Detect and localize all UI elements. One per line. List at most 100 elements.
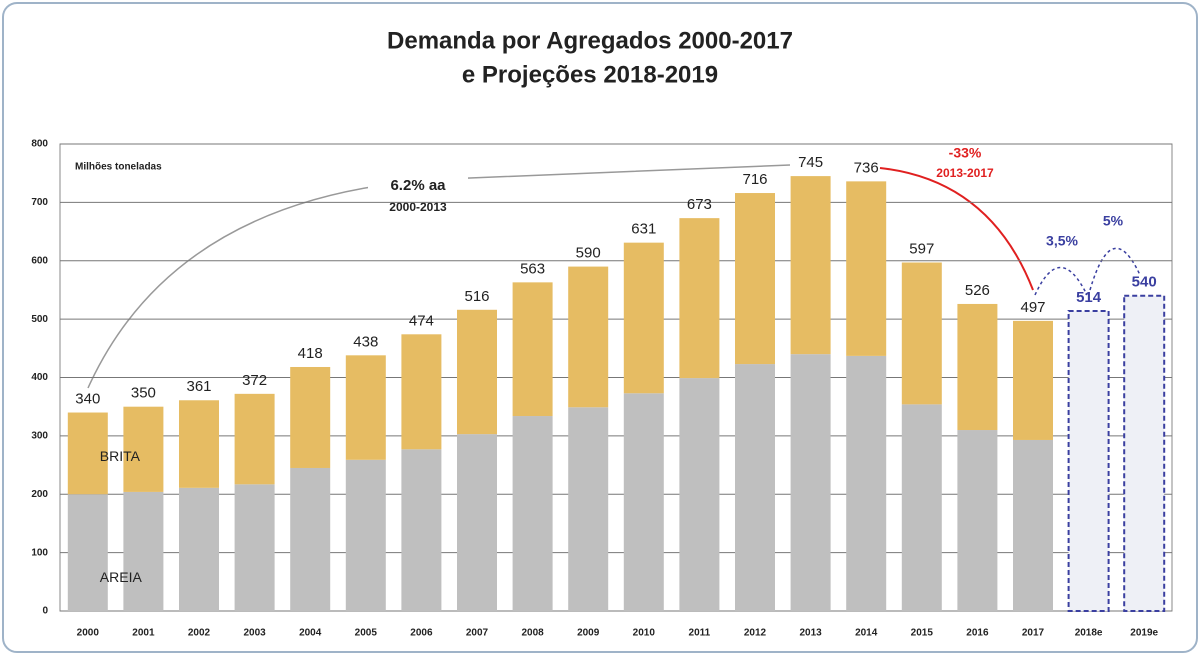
x-tick-label: 2002 xyxy=(188,628,211,639)
x-tick-label: 2017 xyxy=(1022,628,1045,639)
bar-segment xyxy=(679,378,720,611)
bar-segment xyxy=(457,309,497,435)
y-tick-label: 500 xyxy=(31,314,48,325)
y-tick-label: 200 xyxy=(31,489,48,500)
proj2-label: 5% xyxy=(1103,213,1124,229)
bar-segment xyxy=(568,407,609,611)
y-tick-label: 400 xyxy=(31,372,48,383)
x-tick-label: 2019e xyxy=(1130,628,1158,639)
bar-segment xyxy=(735,193,775,365)
x-tick-label: 2001 xyxy=(132,628,155,639)
total-label: 631 xyxy=(631,221,656,238)
bar-segment xyxy=(790,354,831,611)
bar-segment xyxy=(623,242,664,394)
projection-bar xyxy=(1067,309,1110,612)
total-label: 350 xyxy=(131,385,156,402)
bar-segment xyxy=(1013,320,1053,440)
total-label: 526 xyxy=(965,282,990,299)
total-label: 497 xyxy=(1020,299,1045,316)
total-label: 340 xyxy=(75,390,100,407)
x-tick-label: 2004 xyxy=(299,628,322,639)
drop-label: -33% xyxy=(949,145,982,161)
growth-label: 6.2% aa xyxy=(390,177,446,194)
bar-segment xyxy=(401,334,442,450)
bar-segment xyxy=(457,434,497,611)
bar-segment xyxy=(901,262,942,405)
bar-segment xyxy=(790,176,831,355)
bar-segment xyxy=(735,364,775,611)
bar-segment xyxy=(1013,439,1053,611)
bar-segment xyxy=(290,366,331,468)
y-tick-label: 100 xyxy=(31,547,48,558)
chart-title: Demanda por Agregados 2000-2017 xyxy=(387,27,793,54)
series-label: AREIA xyxy=(100,569,143,585)
total-label: 745 xyxy=(798,154,823,171)
y-tick-label: 600 xyxy=(31,255,48,266)
total-label: 736 xyxy=(854,159,879,176)
chart-subtitle: e Projeções 2018-2019 xyxy=(462,61,718,88)
y-tick-label: 0 xyxy=(42,606,48,617)
bar-segment xyxy=(179,400,219,488)
y-tick-label: 800 xyxy=(31,139,48,150)
x-tick-label: 2009 xyxy=(577,628,600,639)
x-tick-label: 2013 xyxy=(799,628,822,639)
bar-segment xyxy=(345,355,386,460)
bar-segment xyxy=(234,393,275,485)
bar-segment xyxy=(512,416,553,611)
y-tick-label: 300 xyxy=(31,431,48,442)
total-label: 372 xyxy=(242,372,267,389)
unit-label: Milhões toneladas xyxy=(75,162,162,173)
x-tick-label: 2008 xyxy=(521,628,544,639)
x-tick-label: 2007 xyxy=(466,628,489,639)
bar-segment xyxy=(901,404,942,611)
bar-segment xyxy=(123,491,164,611)
x-tick-label: 2018e xyxy=(1075,628,1103,639)
total-label: 514 xyxy=(1076,289,1102,306)
x-tick-label: 2010 xyxy=(633,628,656,639)
drop-period: 2013-2017 xyxy=(936,166,994,180)
total-label: 716 xyxy=(742,171,767,188)
bar-segment xyxy=(67,412,108,495)
bar-segment xyxy=(123,406,164,492)
total-label: 590 xyxy=(576,245,601,262)
bar-segment xyxy=(957,303,998,431)
x-tick-label: 2011 xyxy=(689,628,711,639)
series-label: BRITA xyxy=(100,448,141,464)
x-tick-label: 2006 xyxy=(410,628,433,639)
projection-bar xyxy=(1123,294,1166,612)
bar-segment xyxy=(290,467,331,611)
growth-period: 2000-2013 xyxy=(389,200,447,214)
total-label: 597 xyxy=(909,240,934,257)
bar-segment xyxy=(568,266,609,408)
bar-segment xyxy=(846,355,887,611)
x-tick-label: 2012 xyxy=(744,628,767,639)
total-label: 563 xyxy=(520,260,545,277)
bar-segment xyxy=(512,282,553,417)
proj-arc xyxy=(1034,266,1088,296)
y-tick-label: 700 xyxy=(31,197,48,208)
bar-segment xyxy=(679,218,720,379)
total-label: 474 xyxy=(409,312,434,329)
total-label: 673 xyxy=(687,196,712,213)
bar-segment xyxy=(67,494,108,611)
x-tick-label: 2003 xyxy=(243,628,266,639)
x-tick-label: 2005 xyxy=(355,628,378,639)
total-label: 540 xyxy=(1132,274,1157,291)
bar-segment xyxy=(234,484,275,611)
bar-segment xyxy=(401,449,442,611)
total-label: 361 xyxy=(186,378,211,395)
total-label: 516 xyxy=(464,288,489,305)
drop-box xyxy=(915,128,1015,186)
total-label: 418 xyxy=(298,345,323,362)
drop-curve xyxy=(879,167,1034,291)
total-label: 438 xyxy=(353,333,378,350)
bar-segment xyxy=(846,181,887,356)
bar-segment xyxy=(179,487,219,611)
x-tick-label: 2014 xyxy=(855,628,878,639)
bar-segment xyxy=(957,430,998,611)
x-tick-label: 2016 xyxy=(966,628,989,639)
proj1-label: 3,5% xyxy=(1046,233,1078,249)
proj-arc xyxy=(1089,247,1141,291)
x-tick-label: 2015 xyxy=(911,628,934,639)
